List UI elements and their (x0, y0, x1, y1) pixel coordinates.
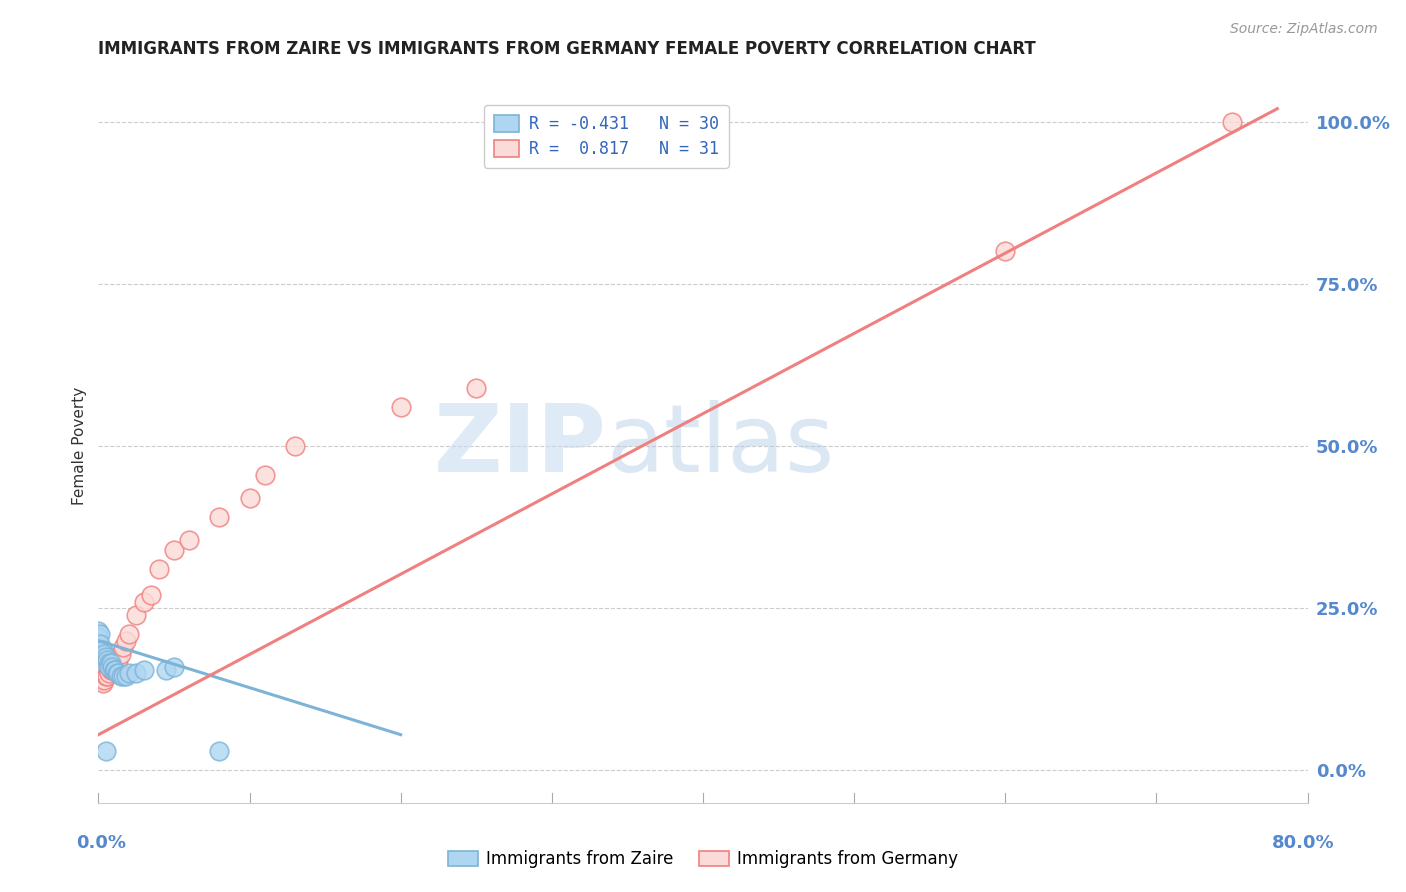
Point (125, 607, 148, 622)
Text: 0.0%: 0.0% (76, 834, 127, 852)
Point (91, 649, 114, 664)
Point (100, 663, 122, 677)
Point (90, 647, 112, 661)
Point (90, 643, 112, 657)
Point (114, 669, 136, 683)
Point (93, 673, 115, 687)
Point (91, 643, 114, 657)
Point (107, 653, 129, 667)
Point (111, 669, 134, 683)
Legend: Immigrants from Zaire, Immigrants from Germany: Immigrants from Zaire, Immigrants from G… (441, 844, 965, 875)
Point (132, 595, 155, 609)
Point (148, 562, 170, 576)
Point (114, 633, 136, 648)
Point (994, 244, 1017, 259)
Point (141, 588, 163, 602)
Point (104, 663, 127, 677)
Legend: R = -0.431   N = 30, R =  0.817   N = 31: R = -0.431 N = 30, R = 0.817 N = 31 (484, 104, 728, 168)
Point (100, 657, 122, 671)
Point (94, 744, 117, 758)
Point (87, 631, 110, 645)
Point (118, 666, 141, 681)
Point (208, 744, 231, 758)
Point (93, 647, 115, 661)
Text: 80.0%: 80.0% (1272, 834, 1334, 852)
Point (107, 666, 129, 681)
Point (125, 666, 148, 681)
Point (253, 468, 276, 483)
Point (163, 542, 186, 557)
Point (101, 659, 124, 673)
Text: atlas: atlas (606, 400, 835, 492)
Point (179, 533, 201, 547)
Point (94, 669, 117, 683)
Point (98, 657, 121, 671)
Point (101, 663, 124, 677)
Point (110, 669, 132, 683)
Point (163, 659, 186, 673)
Point (389, 400, 412, 414)
Point (96, 653, 118, 667)
Point (104, 659, 127, 673)
Text: IMMIGRANTS FROM ZAIRE VS IMMIGRANTS FROM GERMANY FEMALE POVERTY CORRELATION CHAR: IMMIGRANTS FROM ZAIRE VS IMMIGRANTS FROM… (98, 40, 1036, 58)
Point (284, 439, 307, 453)
Point (239, 491, 262, 505)
Text: ZIP: ZIP (433, 400, 606, 492)
Point (89, 673, 111, 687)
Point (98, 666, 121, 681)
Point (89, 627, 111, 641)
Point (94, 657, 117, 671)
Point (155, 663, 177, 677)
Point (208, 510, 231, 524)
Point (98, 659, 121, 673)
Point (132, 663, 155, 677)
Point (1220, 114, 1243, 128)
Point (89, 637, 111, 651)
Point (103, 663, 125, 677)
Point (118, 627, 141, 641)
Point (105, 666, 128, 681)
Point (103, 659, 125, 673)
Point (87, 624, 110, 638)
Point (91, 675, 114, 690)
Point (110, 647, 132, 661)
Point (465, 381, 488, 395)
Point (96, 669, 118, 683)
Point (105, 657, 128, 671)
Point (94, 649, 117, 664)
Point (111, 640, 134, 654)
Y-axis label: Female Poverty: Female Poverty (72, 387, 87, 505)
Point (90, 673, 112, 687)
Text: Source: ZipAtlas.com: Source: ZipAtlas.com (1230, 22, 1378, 37)
